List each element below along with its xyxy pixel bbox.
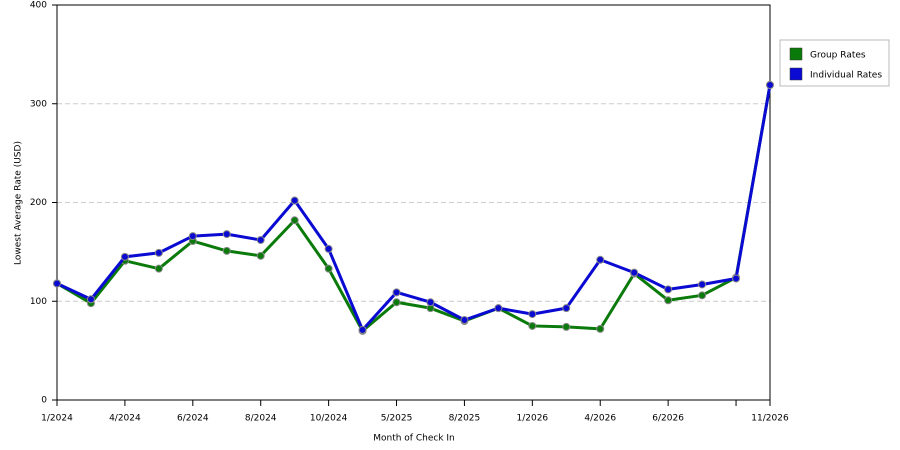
- data-point: [154, 264, 163, 273]
- data-point: [222, 246, 231, 255]
- data-point: [392, 288, 401, 297]
- data-point: [698, 291, 707, 300]
- x-tick-label: 4/2026: [584, 414, 616, 424]
- data-point: [222, 230, 231, 239]
- data-point: [698, 280, 707, 289]
- x-tick-label: 4/2024: [109, 414, 141, 424]
- data-point: [562, 304, 571, 313]
- y-tick-label: 100: [30, 297, 47, 307]
- data-point: [290, 216, 299, 225]
- data-point: [596, 255, 605, 264]
- data-point: [460, 316, 469, 325]
- x-tick-label: 8/2024: [245, 414, 277, 424]
- data-point: [120, 252, 129, 261]
- data-point: [596, 324, 605, 333]
- y-tick-label: 300: [30, 99, 47, 109]
- data-point: [562, 322, 571, 331]
- data-point: [53, 279, 61, 288]
- plot-frame: [56, 4, 771, 401]
- y-tick-label: 0: [41, 396, 47, 406]
- data-point: [256, 236, 265, 245]
- data-point: [86, 295, 95, 304]
- x-tick-label: 5/2025: [381, 414, 413, 424]
- series-line: [56, 84, 772, 332]
- x-tick-label: 11/2026: [751, 414, 789, 424]
- data-point: [324, 264, 333, 273]
- data-point: [154, 248, 163, 257]
- y-tick-label: 400: [30, 1, 47, 11]
- data-point: [528, 310, 537, 319]
- data-point: [732, 274, 741, 283]
- y-axis-label: Lowest Average Rate (USD): [14, 141, 24, 265]
- series-line: [56, 84, 772, 333]
- data-point: [290, 196, 299, 205]
- x-tick-label: 6/2024: [177, 414, 209, 424]
- data-point: [528, 321, 537, 330]
- data-point: [630, 268, 639, 277]
- data-point: [426, 298, 435, 307]
- x-tick-label: 6/2026: [652, 414, 684, 424]
- legend-label: Group Rates: [810, 51, 866, 61]
- x-tick-label: 1/2024: [41, 414, 73, 424]
- data-point: [664, 285, 673, 294]
- data-point: [392, 298, 401, 307]
- x-tick-label: 1/2026: [516, 414, 548, 424]
- data-point: [188, 232, 197, 241]
- data-point: [358, 325, 367, 334]
- x-tick-label: 10/2024: [310, 414, 348, 424]
- data-point: [766, 80, 774, 89]
- legend-label: Individual Rates: [810, 71, 882, 81]
- legend-swatch: [789, 67, 803, 81]
- data-point: [494, 304, 503, 313]
- x-tick-label: 8/2025: [449, 414, 481, 424]
- data-point: [256, 251, 265, 260]
- x-axis-label: Month of Check In: [373, 434, 455, 444]
- legend-swatch: [789, 47, 803, 61]
- data-point: [664, 296, 673, 305]
- data-point: [324, 244, 333, 253]
- y-tick-label: 200: [30, 198, 47, 208]
